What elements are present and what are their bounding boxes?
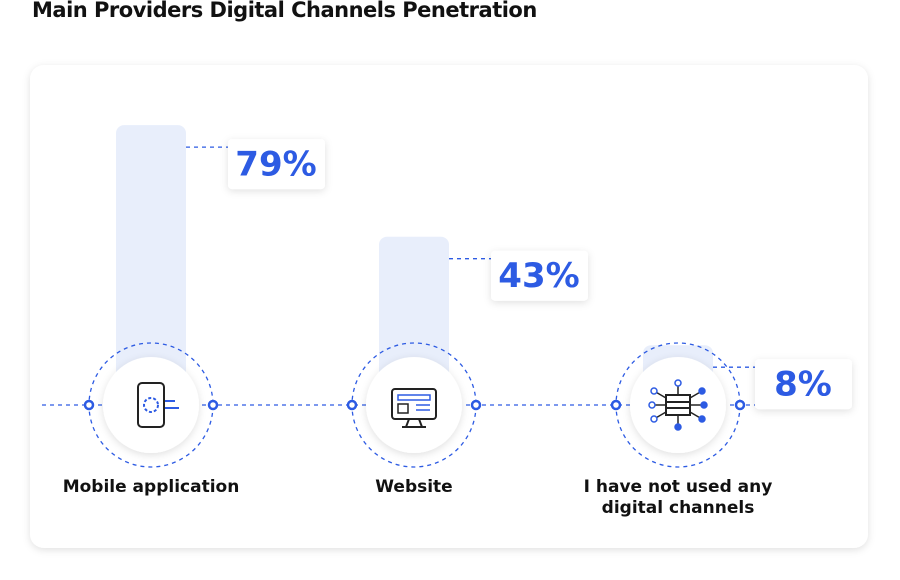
label-box — [228, 139, 325, 190]
icon — [648, 401, 656, 409]
icon — [391, 388, 437, 420]
value-label: 79% — [235, 145, 316, 185]
icon — [648, 379, 708, 431]
icon — [650, 415, 658, 423]
dot — [610, 399, 622, 411]
icon — [391, 388, 437, 428]
icon-circle — [366, 357, 462, 453]
icon — [698, 415, 706, 423]
dot — [470, 399, 482, 411]
icon — [674, 423, 682, 431]
bar — [116, 125, 186, 405]
value-label: 8% — [774, 365, 832, 405]
category-label: Mobile application — [62, 477, 240, 497]
icon-circle — [103, 357, 199, 453]
label-box — [491, 250, 588, 301]
category-label: Website — [375, 477, 453, 497]
icon — [405, 418, 410, 428]
dot — [207, 399, 219, 411]
category-label: I have not used any digital channels — [583, 477, 773, 518]
icon — [397, 394, 431, 401]
icon — [418, 418, 423, 428]
label-box — [755, 359, 852, 410]
icon — [397, 403, 409, 414]
icon-circle — [630, 357, 726, 453]
icon — [700, 401, 708, 409]
dot — [734, 399, 746, 411]
icon — [650, 387, 658, 395]
icon — [137, 382, 165, 428]
icon — [674, 379, 682, 387]
icon — [143, 397, 159, 413]
dot — [83, 399, 95, 411]
icon — [137, 382, 179, 428]
dot — [346, 399, 358, 411]
value-label: 43% — [498, 256, 579, 296]
icon — [665, 394, 691, 416]
icon — [698, 387, 706, 395]
chart-title: Main Providers Digital Channels Penetrat… — [32, 0, 537, 22]
